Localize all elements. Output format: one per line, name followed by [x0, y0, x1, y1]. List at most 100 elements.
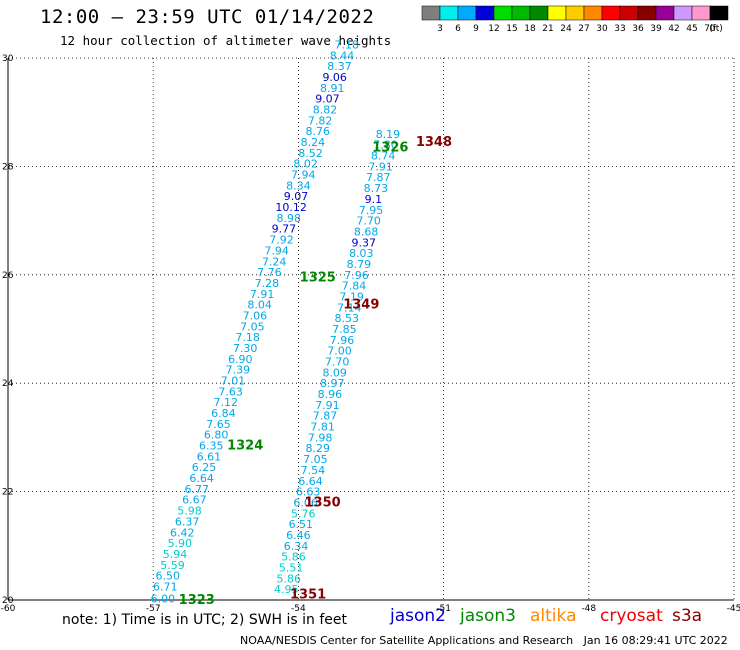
swh-data-label: 6.67: [182, 494, 207, 507]
legend-cryosat: cryosat: [600, 606, 663, 626]
legend-altika: altika: [530, 606, 577, 626]
y-tick-label: 24: [2, 379, 14, 389]
pass-number-label: 1323: [179, 593, 215, 608]
colorbar-label: 12: [488, 24, 499, 34]
colorbar-label: 36: [632, 24, 644, 34]
swh-data-label: 6.50: [155, 570, 180, 583]
swh-data-label: 7.70: [325, 356, 350, 369]
colorbar-swatch: [673, 5, 693, 21]
swh-data-label: 8.97: [320, 377, 345, 390]
swh-data-label: 8.68: [354, 225, 379, 238]
swh-data-label: 6.34: [284, 540, 309, 553]
pass-number-label: 1351: [290, 588, 326, 603]
swh-data-label: 5.59: [160, 559, 185, 572]
colorbar-swatch: [475, 5, 495, 21]
swh-data-label: 7.63: [218, 385, 243, 398]
swh-data-label: 6.42: [170, 526, 195, 539]
swh-data-label: 7.98: [308, 431, 333, 444]
swh-data-label: 7.85: [332, 323, 357, 336]
y-tick-label: 30: [2, 54, 14, 64]
swh-data-label: 7.76: [257, 266, 282, 279]
colorbar-swatch: [637, 5, 657, 21]
swh-data-label: 6.06: [293, 496, 318, 509]
pass-number-label: 1324: [227, 439, 263, 454]
x-tick-label: -48: [581, 604, 596, 614]
colorbar-swatch: [565, 5, 585, 21]
x-tick-label: -45: [727, 604, 740, 614]
swh-data-label: 7.91: [250, 288, 275, 301]
swh-data-label: 7.39: [226, 364, 251, 377]
colorbar-swatch: [421, 5, 441, 21]
pass-number-label: 1326: [372, 140, 408, 155]
swh-data-label: 5.51: [279, 561, 304, 574]
colorbar-label: 6: [455, 24, 461, 34]
swh-data-label: 5.94: [163, 548, 188, 561]
swh-data-label: 6.63: [296, 486, 321, 499]
swh-data-label: 8.52: [298, 147, 323, 160]
colorbar-swatch: [439, 5, 459, 21]
pass-number-label: 1325: [300, 271, 336, 286]
swh-data-label: 7.92: [269, 234, 294, 247]
swh-data-label: 6.90: [228, 353, 253, 366]
colorbar-label: 33: [614, 24, 625, 34]
y-tick-label: 22: [2, 488, 13, 498]
colorbar-label: 30: [596, 24, 608, 34]
swh-data-label: 6.64: [298, 475, 323, 488]
colorbar-swatch: [619, 5, 639, 21]
swh-data-label: 9.06: [322, 71, 347, 84]
x-tick-label: -54: [291, 604, 306, 614]
swh-data-label: 8.34: [286, 179, 311, 192]
colorbar-label: 42: [668, 24, 679, 34]
swh-data-label: 6.35: [199, 440, 224, 453]
swh-data-label: 5.90: [168, 537, 193, 550]
swh-data-label: 8.44: [330, 49, 355, 62]
colorbar-swatch: [691, 5, 711, 21]
colorbar-swatch: [529, 5, 549, 21]
swh-data-label: 7.06: [243, 309, 268, 322]
swh-data-label: 8.73: [364, 182, 389, 195]
swh-data-label: 6.84: [211, 407, 236, 420]
swh-data-label: 8.04: [247, 299, 272, 312]
swh-data-label: 7.94: [291, 169, 316, 182]
swh-data-label: 9.77: [272, 223, 297, 236]
pass-number-label: 1349: [343, 298, 379, 313]
y-tick-label: 20: [2, 596, 14, 606]
colorbar-label: 45: [686, 24, 697, 34]
swh-data-label: 7.12: [214, 396, 239, 409]
colorbar-swatch: [601, 5, 621, 21]
swh-data-label: 7.84: [342, 280, 367, 293]
colorbar-swatch: [511, 5, 531, 21]
y-tick-label: 28: [2, 162, 14, 172]
pass-number-label: 1350: [305, 495, 341, 510]
swh-data-label: 6.51: [289, 518, 314, 531]
swh-data-label: 5.98: [177, 505, 202, 518]
swh-data-label: 6.25: [192, 461, 217, 474]
swh-data-label: 4.95: [274, 583, 299, 596]
swh-data-label: 9.1: [365, 193, 383, 206]
swh-data-label: 6.64: [189, 472, 214, 485]
colorbar-label: 9: [473, 24, 479, 34]
colorbar-swatch: [655, 5, 675, 21]
swh-data-label: 7.91: [368, 160, 393, 173]
swh-data-label: 6.80: [204, 429, 229, 442]
colorbar-label: 39: [650, 24, 662, 34]
swh-data-label: 6.37: [175, 515, 200, 528]
colorbar-label: 70: [704, 24, 716, 34]
colorbar-swatch: [547, 5, 567, 21]
swh-data-label: 7.82: [308, 114, 333, 127]
legend-s3a: s3a: [672, 606, 703, 626]
chart-subtitle: 12 hour collection of altimeter wave hei…: [60, 33, 392, 48]
swh-data-label: 7.96: [330, 334, 355, 347]
swh-data-label: 8.79: [347, 258, 372, 271]
x-tick-label: -57: [146, 604, 161, 614]
colorbar-label: 24: [560, 24, 572, 34]
legend-jason2: jason2: [390, 606, 446, 626]
swh-data-label: 7.19: [339, 290, 364, 303]
swh-data-label: 5.86: [281, 551, 306, 564]
swh-data-label: 8.37: [327, 60, 352, 73]
swh-data-label: 9.07: [284, 190, 309, 203]
swh-data-label: 7.00: [327, 345, 352, 358]
swh-data-label: 7.18: [335, 38, 360, 51]
swh-data-label: 5.76: [291, 507, 316, 520]
